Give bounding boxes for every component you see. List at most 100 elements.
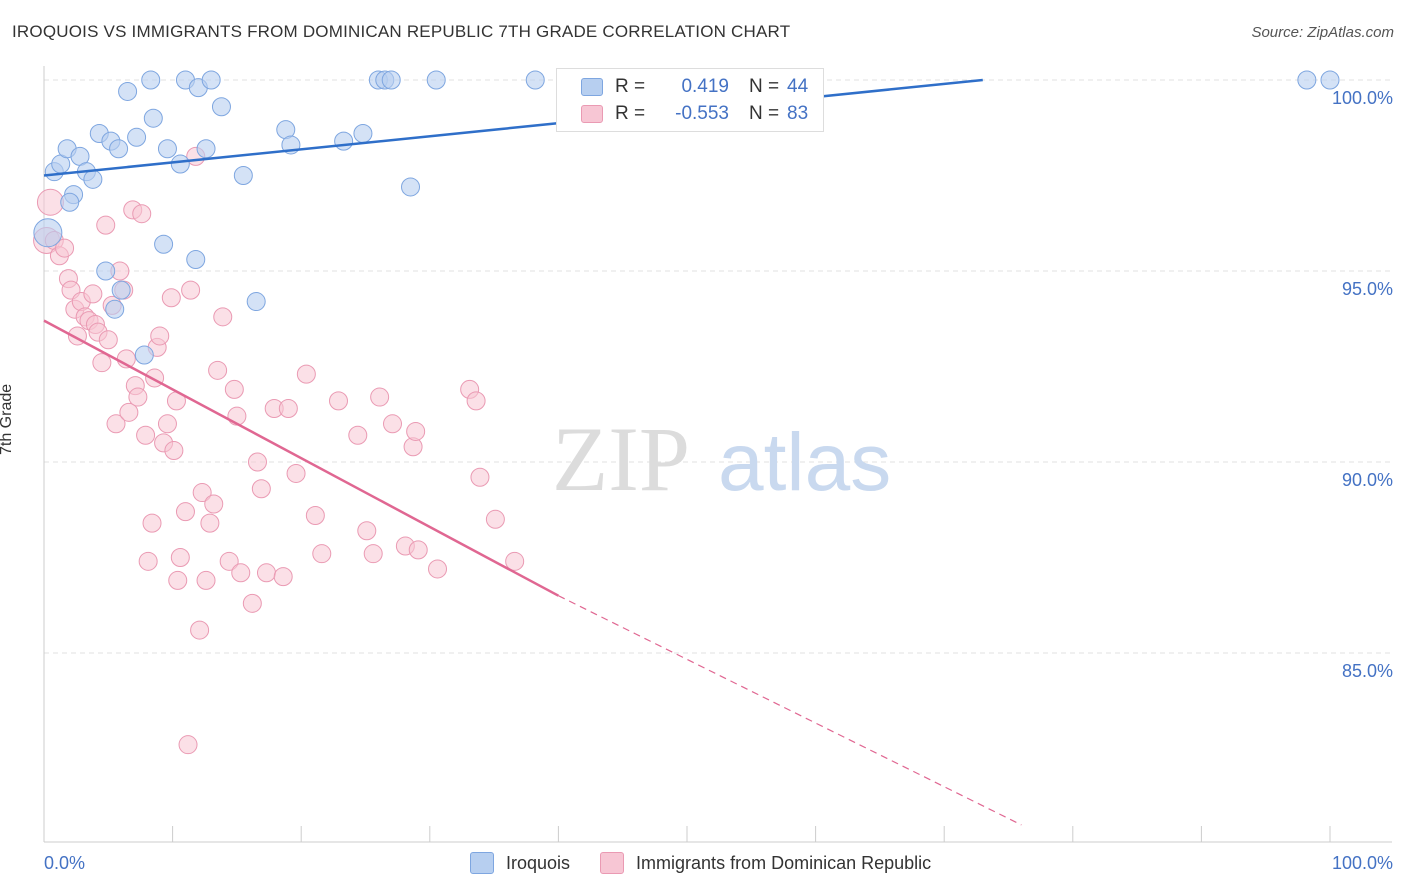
data-point-dominican — [466, 391, 486, 411]
trend-line-dominican — [43, 319, 559, 597]
data-point-iroquois — [426, 70, 446, 90]
data-point-dominican — [98, 330, 118, 350]
data-point-dominican — [150, 326, 170, 346]
data-point-iroquois — [170, 154, 190, 174]
data-point-iroquois — [157, 139, 177, 159]
data-point-dominican — [219, 551, 239, 571]
data-point-dominican — [168, 570, 188, 590]
data-point-dominican — [213, 307, 233, 327]
data-point-iroquois — [134, 345, 154, 365]
data-point-dominican — [190, 620, 210, 640]
data-point-dominican — [55, 238, 75, 258]
chart-title: IROQUOIS VS IMMIGRANTS FROM DOMINICAN RE… — [12, 22, 791, 41]
data-point-iroquois — [111, 280, 131, 300]
data-point-dominican — [256, 563, 276, 583]
r-value: -0.553 — [675, 103, 729, 124]
legend-row-iroquois: R = 0.419 N = 44 — [557, 74, 808, 100]
data-point-dominican — [157, 414, 177, 434]
data-point-iroquois — [143, 108, 163, 128]
data-point-dominican — [278, 399, 298, 419]
data-point-dominican — [178, 735, 198, 755]
data-point-dominican — [128, 387, 148, 407]
data-point-dominican — [170, 548, 190, 567]
data-point-dominican — [161, 288, 181, 308]
x-tick-label: 100.0% — [1332, 853, 1393, 873]
data-point-iroquois — [196, 139, 216, 159]
bottom-legend: Iroquois Immigrants from Dominican Repub… — [470, 852, 961, 874]
legend-swatch-pink — [581, 105, 603, 123]
legend-label: Immigrants from Dominican Republic — [636, 852, 932, 873]
legend-swatch-pink — [600, 852, 625, 874]
data-point-dominican — [363, 544, 383, 564]
data-point-iroquois — [109, 139, 129, 159]
legend-swatch-blue — [470, 852, 494, 874]
data-point-dominican — [286, 463, 306, 483]
data-point-dominican — [92, 353, 112, 373]
n-label: N = — [749, 103, 780, 124]
data-point-dominican — [305, 505, 325, 525]
data-point-iroquois — [105, 299, 125, 319]
data-point-iroquois — [201, 70, 221, 90]
legend-item-iroquois[interactable]: Iroquois — [470, 852, 570, 874]
data-point-dominican — [106, 414, 126, 434]
data-point-dominican — [204, 494, 224, 514]
data-point-dominican — [138, 551, 158, 571]
data-point-dominican — [224, 379, 244, 399]
data-point-dominican — [242, 593, 262, 613]
y-tick-label: 85.0% — [1342, 661, 1393, 681]
data-point-dominican — [231, 563, 251, 583]
data-point-iroquois — [186, 250, 206, 270]
series-immigrants-dominican-republic — [33, 146, 525, 755]
trend-line-iroquois — [43, 78, 983, 177]
data-point-iroquois — [154, 234, 174, 254]
data-point-dominican — [83, 284, 103, 304]
data-point-dominican — [312, 544, 332, 564]
x-tick-label: 0.0% — [44, 853, 85, 873]
data-point-iroquois — [60, 192, 80, 212]
data-point-dominican — [136, 425, 156, 445]
data-point-dominican — [36, 188, 64, 216]
data-point-iroquois — [1320, 70, 1340, 90]
data-point-dominican — [181, 280, 201, 300]
tick-labels: 85.0% 90.0% 95.0% 100.0% 0.0% 100.0% — [44, 88, 1393, 873]
data-point-dominican — [296, 364, 316, 384]
data-point-dominican — [348, 425, 368, 445]
y-tick-label: 100.0% — [1332, 88, 1393, 108]
data-point-dominican — [485, 509, 505, 529]
correlation-legend: R = 0.419 N = 44 R = -0.553 N = 83 — [556, 68, 824, 132]
legend-item-dominican-republic[interactable]: Immigrants from Dominican Republic — [600, 852, 931, 874]
data-point-dominican — [505, 551, 525, 571]
data-point-iroquois — [1297, 70, 1317, 90]
data-point-iroquois — [127, 127, 147, 147]
r-label: R = — [615, 76, 646, 97]
data-point-dominican — [164, 441, 184, 461]
trend-line-dominican-extension — [558, 595, 1022, 826]
trend-lines — [43, 78, 1022, 826]
data-point-dominican — [408, 540, 428, 560]
data-point-dominican — [273, 567, 293, 587]
data-point-dominican — [142, 513, 162, 533]
r-label: R = — [615, 103, 646, 124]
n-label: N = — [749, 76, 780, 97]
data-point-dominican — [428, 559, 448, 579]
data-point-dominican — [175, 502, 195, 522]
data-point-iroquois — [141, 70, 161, 90]
data-point-dominican — [192, 483, 212, 503]
n-value: 44 — [787, 76, 809, 97]
watermark-zip: ZIP — [552, 408, 690, 510]
legend-label: Iroquois — [506, 852, 571, 873]
data-point-iroquois — [334, 131, 354, 151]
legend-swatch-blue — [581, 78, 603, 96]
r-value: 0.419 — [681, 76, 729, 97]
data-point-iroquois — [118, 81, 138, 101]
y-tick-label: 90.0% — [1342, 470, 1393, 490]
data-point-dominican — [406, 421, 426, 441]
data-point-iroquois — [246, 292, 266, 312]
data-point-iroquois — [381, 70, 401, 90]
data-point-dominican — [208, 360, 228, 380]
data-point-iroquois — [401, 177, 421, 197]
data-point-dominican — [357, 521, 377, 541]
n-value: 83 — [787, 103, 809, 124]
data-point-dominican — [328, 391, 348, 411]
data-point-iroquois — [96, 261, 116, 281]
